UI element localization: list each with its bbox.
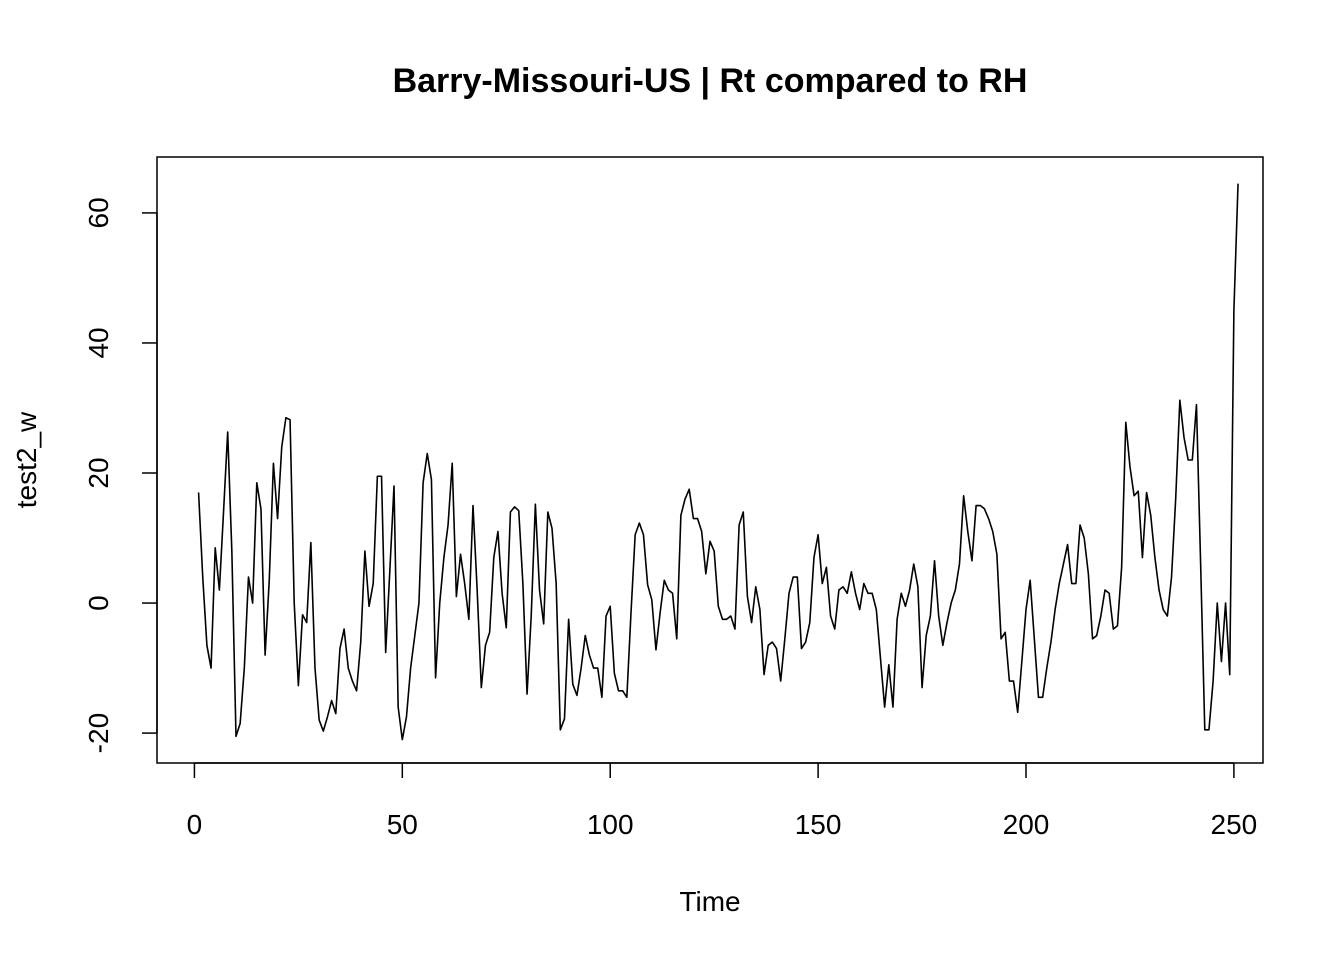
- x-tick-label: 250: [1211, 809, 1258, 840]
- x-tick-label: 100: [587, 809, 634, 840]
- x-tick-label: 50: [387, 809, 418, 840]
- y-tick-label: 20: [83, 457, 114, 488]
- y-tick-label: -20: [83, 713, 114, 753]
- x-tick-label: 0: [187, 809, 203, 840]
- x-axis: 0 50 100 150 200 250: [187, 762, 1258, 840]
- y-tick-label: 60: [83, 197, 114, 228]
- x-axis-label: Time: [679, 886, 740, 917]
- y-tick-label: 40: [83, 327, 114, 358]
- y-tick-label: 0: [83, 595, 114, 611]
- plot-frame: [156, 156, 1264, 764]
- y-axis-label: test2_w: [11, 411, 42, 508]
- chart-title: Barry-Missouri-US | Rt compared to RH: [393, 62, 1028, 100]
- series-line: [197, 183, 1239, 741]
- x-tick-label: 200: [1003, 809, 1050, 840]
- y-axis: -20 0 20 40 60: [83, 197, 158, 753]
- x-tick-label: 150: [795, 809, 842, 840]
